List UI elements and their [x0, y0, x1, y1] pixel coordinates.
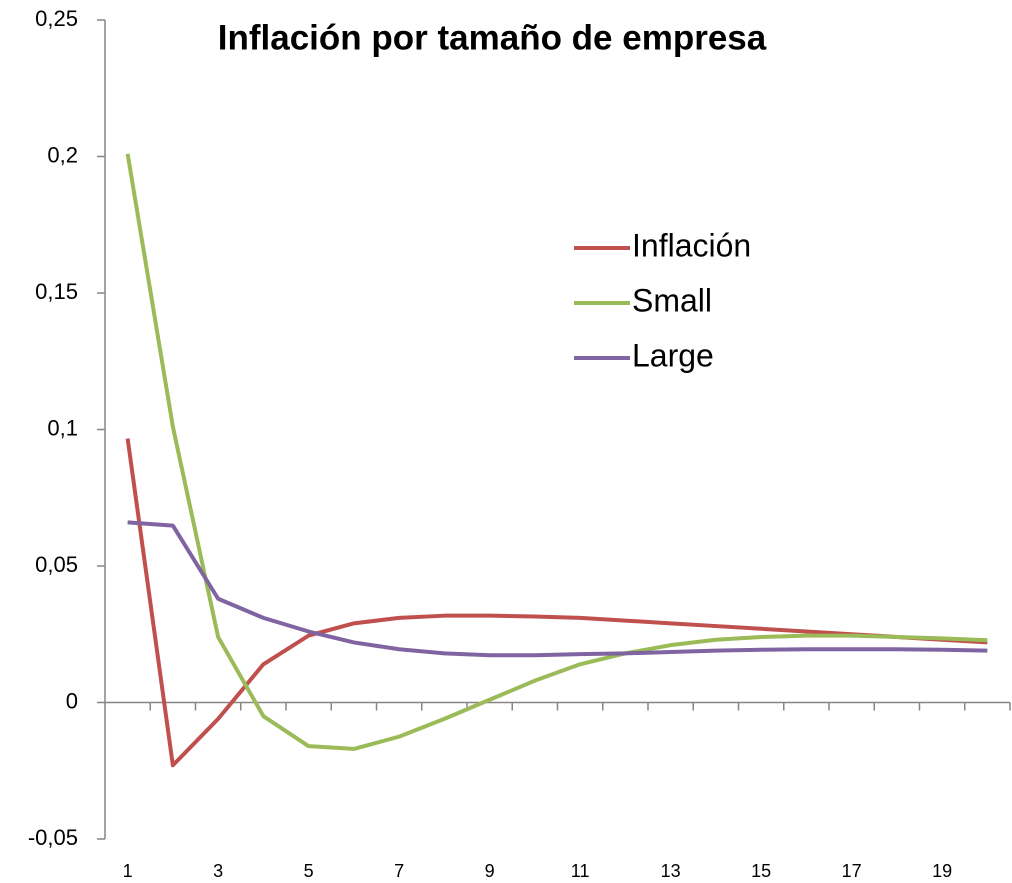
chart-title: Inflación por tamaño de empresa — [218, 18, 767, 57]
y-tick-label: 0,15 — [35, 279, 78, 304]
x-tick-label: 7 — [394, 861, 404, 881]
series-line — [127, 520, 988, 658]
y-tick-label: 0 — [66, 688, 78, 713]
y-tick-label: -0,05 — [28, 825, 78, 850]
series-line — [125, 438, 988, 768]
y-tick-label: 0,25 — [35, 6, 78, 31]
x-tick-label: 5 — [304, 861, 314, 881]
x-tick-label: 1 — [123, 861, 133, 881]
y-tick-label: 0,1 — [47, 415, 78, 440]
legend-label: Small — [632, 282, 712, 318]
legend-label: Large — [632, 337, 714, 373]
x-tick-label: 17 — [842, 861, 862, 881]
x-tick-label: 3 — [213, 861, 223, 881]
x-tick-label: 15 — [751, 861, 771, 881]
legend-label: Inflación — [632, 227, 751, 263]
x-tick-label: 13 — [661, 861, 681, 881]
x-tick-label: 9 — [485, 861, 495, 881]
x-tick-label: 19 — [932, 861, 952, 881]
y-tick-label: 0,05 — [35, 552, 78, 577]
series-line — [125, 153, 988, 751]
y-tick-label: 0,2 — [47, 142, 78, 167]
x-tick-label: 11 — [571, 861, 590, 881]
